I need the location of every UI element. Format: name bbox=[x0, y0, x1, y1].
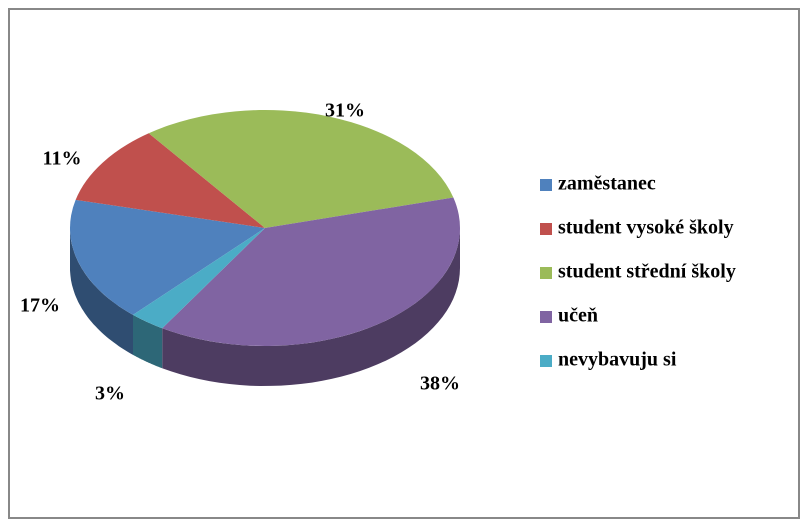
slice bbox=[133, 228, 265, 329]
slice bbox=[162, 197, 460, 346]
data-label: 38% bbox=[420, 373, 460, 395]
slice bbox=[69, 199, 265, 315]
legend-label: student střední školy bbox=[558, 261, 736, 283]
legend-swatch bbox=[540, 355, 552, 367]
slice-side bbox=[133, 314, 163, 369]
slice bbox=[148, 110, 454, 228]
legend-label: nevybavuju si bbox=[558, 349, 677, 371]
slice-side bbox=[70, 228, 133, 355]
data-label: 11% bbox=[43, 148, 82, 170]
legend-swatch bbox=[540, 223, 552, 235]
legend-swatch bbox=[540, 179, 552, 191]
slice bbox=[75, 133, 265, 228]
data-label: 3% bbox=[95, 383, 125, 405]
legend-label: zaměstanec bbox=[558, 173, 656, 195]
data-label: 17% bbox=[20, 295, 60, 317]
legend-label: učeň bbox=[558, 305, 598, 327]
legend-label: student vysoké školy bbox=[558, 217, 734, 239]
legend-swatch bbox=[540, 311, 552, 323]
legend-swatch bbox=[540, 267, 552, 279]
data-label: 31% bbox=[325, 100, 365, 122]
slice-side bbox=[162, 228, 460, 386]
